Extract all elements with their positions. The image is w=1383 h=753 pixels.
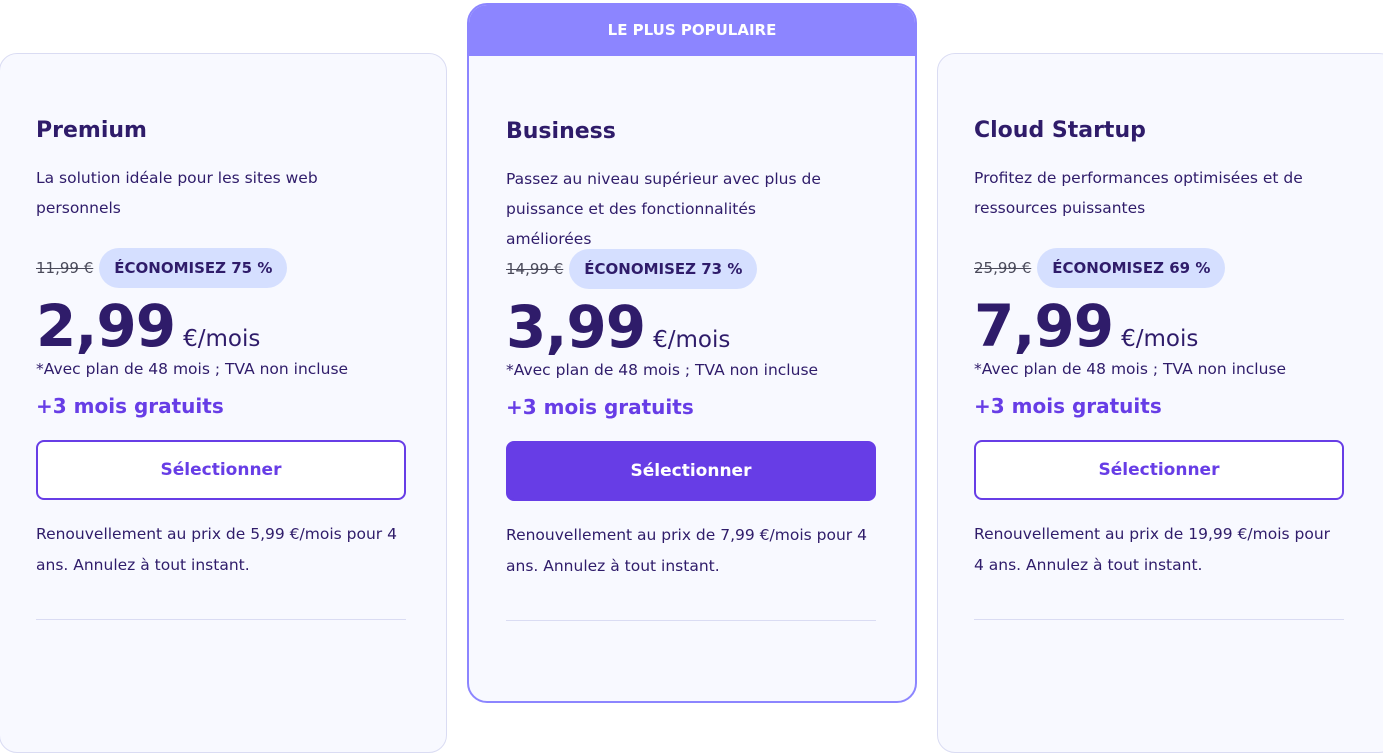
plan-name: Business [506, 119, 616, 144]
renewal-text: Renouvellement au prix de 5,99 €/mois po… [36, 525, 397, 574]
old-price: 14,99 € [506, 260, 564, 278]
price-unit: €/mois [1121, 326, 1199, 352]
plan-name: Premium [36, 118, 147, 143]
plan-description: Passez au niveau supérieur avec plus de … [506, 170, 821, 248]
discount-badge: ÉCONOMISEZ 75 % [99, 248, 288, 288]
old-price: 25,99 € [974, 259, 1032, 277]
price: 7,99 [974, 292, 1114, 360]
popular-banner: LE PLUS POPULAIRE [469, 5, 915, 56]
price-unit: €/mois [653, 327, 731, 353]
discount-badge: ÉCONOMISEZ 69 % [1037, 248, 1226, 288]
divider [506, 620, 876, 621]
select-button[interactable]: Sélectionner [974, 440, 1344, 500]
divider [36, 619, 406, 620]
discount-badge: ÉCONOMISEZ 73 % [569, 249, 758, 289]
bonus-text: +3 mois gratuits [506, 395, 694, 419]
plan-description: Profitez de performances optimisées et d… [974, 169, 1303, 217]
price-note: *Avec plan de 48 mois ; TVA non incluse [506, 361, 819, 379]
plan-card-business: LE PLUS POPULAIRE Business Passez au niv… [467, 3, 917, 703]
select-button[interactable]: Sélectionner [36, 440, 406, 500]
bonus-text: +3 mois gratuits [36, 394, 224, 418]
plan-description: La solution idéale pour les sites web pe… [36, 169, 318, 217]
renewal-text: Renouvellement au prix de 7,99 €/mois po… [506, 526, 867, 575]
price: 3,99 [506, 293, 646, 361]
plan-name: Cloud Startup [974, 118, 1146, 143]
plan-card-premium: Premium La solution idéale pour les site… [0, 53, 447, 753]
price-unit: €/mois [183, 326, 261, 352]
renewal-text: Renouvellement au prix de 19,99 €/mois p… [974, 525, 1331, 574]
select-button[interactable]: Sélectionner [506, 441, 876, 501]
price-note: *Avec plan de 48 mois ; TVA non incluse [974, 360, 1287, 378]
old-price: 11,99 € [36, 259, 94, 277]
bonus-text: +3 mois gratuits [974, 394, 1162, 418]
price-note: *Avec plan de 48 mois ; TVA non incluse [36, 360, 349, 378]
divider [974, 619, 1344, 620]
plan-card-cloud-startup: Cloud Startup Profitez de performances o… [937, 53, 1383, 753]
price: 2,99 [36, 292, 176, 360]
